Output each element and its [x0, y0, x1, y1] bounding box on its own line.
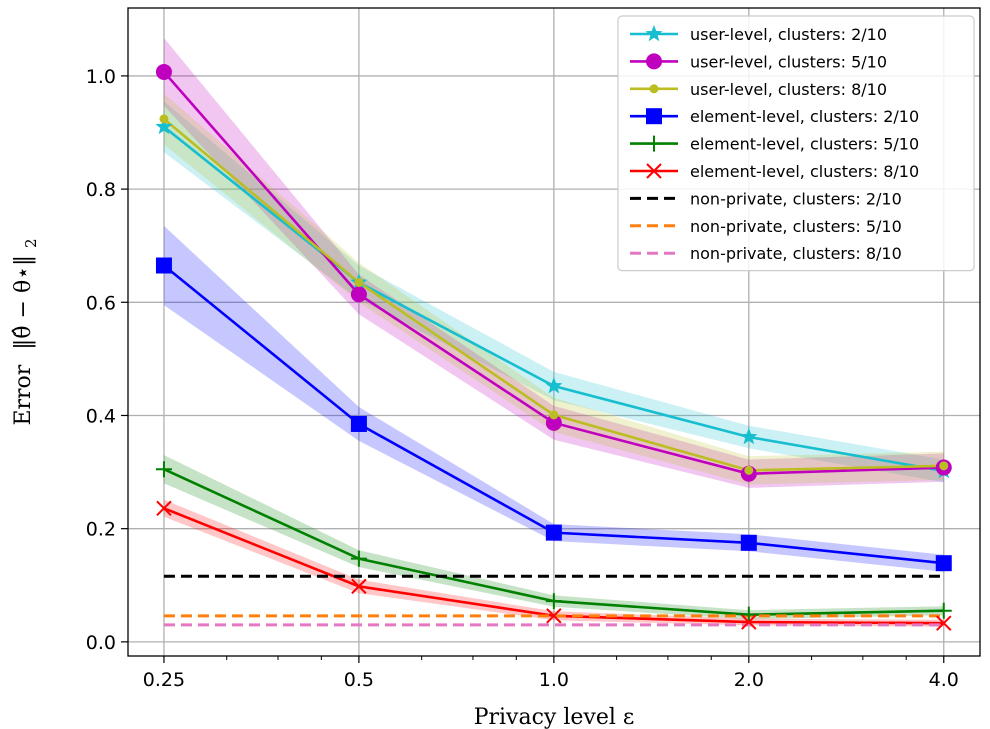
legend-label: non-private, clusters: 2/10 — [690, 189, 902, 208]
data-point — [155, 461, 172, 478]
data-point — [354, 277, 364, 287]
data-point — [549, 410, 559, 420]
y-tick-label: 0.8 — [86, 179, 116, 201]
data-point — [159, 114, 169, 124]
legend-label: element-level, clusters: 8/10 — [690, 162, 919, 181]
data-point — [155, 117, 173, 135]
legend-label: user-level, clusters: 2/10 — [690, 25, 887, 44]
y-axis-label-subscript: 2 — [22, 238, 40, 248]
y-tick-label: 1.0 — [86, 66, 116, 88]
y-tick-label: 0.0 — [86, 632, 116, 654]
data-point — [155, 257, 172, 274]
data-point — [351, 578, 367, 595]
data-point — [545, 377, 563, 394]
data-point — [545, 414, 562, 431]
data-point — [350, 286, 367, 303]
confidence-band — [164, 225, 944, 572]
data-point — [646, 108, 662, 125]
data-point — [740, 427, 758, 445]
x-axis-label: Privacy level ε — [474, 705, 635, 729]
data-point — [545, 593, 562, 610]
data-point — [646, 53, 662, 70]
y-tick-label: 0.4 — [86, 405, 116, 427]
legend-label: user-level, clusters: 5/10 — [690, 52, 887, 71]
data-point — [740, 606, 757, 623]
data-point — [740, 534, 757, 551]
x-tick-label: 0.5 — [344, 669, 374, 691]
x-tick-label: 0.25 — [143, 669, 185, 691]
y-axis-label-prefix: Error — [11, 364, 36, 425]
data-point — [936, 615, 952, 631]
series-markers — [155, 63, 953, 631]
data-point — [939, 461, 949, 471]
data-point — [935, 602, 952, 619]
legend: user-level, clusters: 2/10 user-level, cl… — [617, 15, 975, 272]
x-axis-ticks: 0.25 0.5 1.0 2.0 4.0 — [143, 656, 959, 691]
x-tick-label: 4.0 — [929, 669, 959, 691]
data-point — [645, 25, 663, 42]
legend-label: element-level, clusters: 2/10 — [690, 107, 919, 126]
legend-box — [617, 15, 975, 272]
legend-label: user-level, clusters: 8/10 — [690, 80, 887, 99]
data-point — [546, 608, 562, 624]
y-axis-label: Error ‖θ̂ − θ⋆‖ 2 — [11, 238, 40, 425]
y-axis-label-formula: ‖θ̂ − θ⋆‖ — [11, 255, 36, 350]
confidence-bands — [164, 38, 944, 627]
data-point — [155, 63, 172, 80]
x-tick-label: 2.0 — [734, 669, 764, 691]
x-tick-label: 1.0 — [539, 669, 569, 691]
data-point — [649, 84, 659, 94]
data-point — [350, 415, 367, 432]
data-point — [545, 524, 562, 541]
legend-label: element-level, clusters: 5/10 — [690, 135, 919, 154]
y-axis-ticks: 0.0 0.2 0.4 0.6 0.8 1.0 — [86, 66, 128, 654]
data-point — [646, 135, 662, 152]
y-tick-label: 0.6 — [86, 292, 116, 314]
data-point — [156, 500, 172, 516]
legend-label: non-private, clusters: 5/10 — [690, 217, 902, 236]
data-point — [646, 163, 662, 179]
data-point — [935, 555, 952, 572]
confidence-band — [164, 38, 944, 488]
confidence-band — [164, 93, 944, 485]
data-point — [741, 614, 757, 630]
data-point — [350, 550, 367, 567]
legend-label: non-private, clusters: 8/10 — [690, 244, 902, 263]
confidence-band — [164, 455, 944, 620]
data-point — [744, 465, 754, 475]
y-tick-label: 0.2 — [86, 519, 116, 541]
